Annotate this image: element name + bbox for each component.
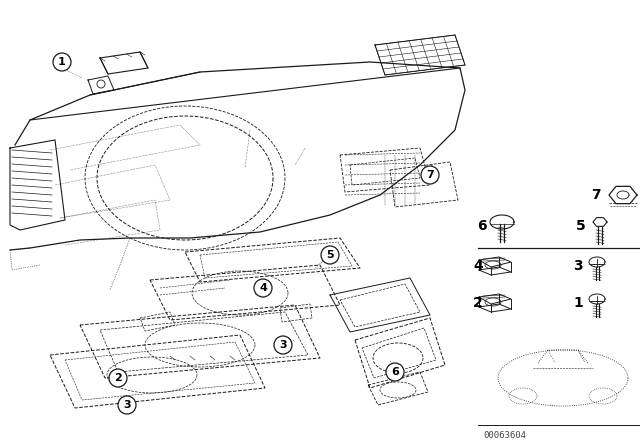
Text: 2: 2 bbox=[114, 373, 122, 383]
Circle shape bbox=[118, 396, 136, 414]
Text: 1: 1 bbox=[58, 57, 66, 67]
Circle shape bbox=[421, 166, 439, 184]
Text: 7: 7 bbox=[426, 170, 434, 180]
Circle shape bbox=[53, 53, 71, 71]
Text: 5: 5 bbox=[576, 219, 586, 233]
Text: 4: 4 bbox=[473, 259, 483, 273]
Text: 3: 3 bbox=[573, 259, 583, 273]
Text: 5: 5 bbox=[326, 250, 334, 260]
Text: 3: 3 bbox=[279, 340, 287, 350]
Circle shape bbox=[274, 336, 292, 354]
Text: 3: 3 bbox=[123, 400, 131, 410]
Circle shape bbox=[254, 279, 272, 297]
Circle shape bbox=[321, 246, 339, 264]
Text: 00063604: 00063604 bbox=[483, 431, 526, 439]
Text: 7: 7 bbox=[591, 188, 601, 202]
Text: 6: 6 bbox=[477, 219, 487, 233]
Text: 6: 6 bbox=[391, 367, 399, 377]
Text: 2: 2 bbox=[473, 296, 483, 310]
Text: 4: 4 bbox=[259, 283, 267, 293]
Circle shape bbox=[386, 363, 404, 381]
Circle shape bbox=[97, 80, 105, 88]
Circle shape bbox=[109, 369, 127, 387]
Text: 1: 1 bbox=[573, 296, 583, 310]
